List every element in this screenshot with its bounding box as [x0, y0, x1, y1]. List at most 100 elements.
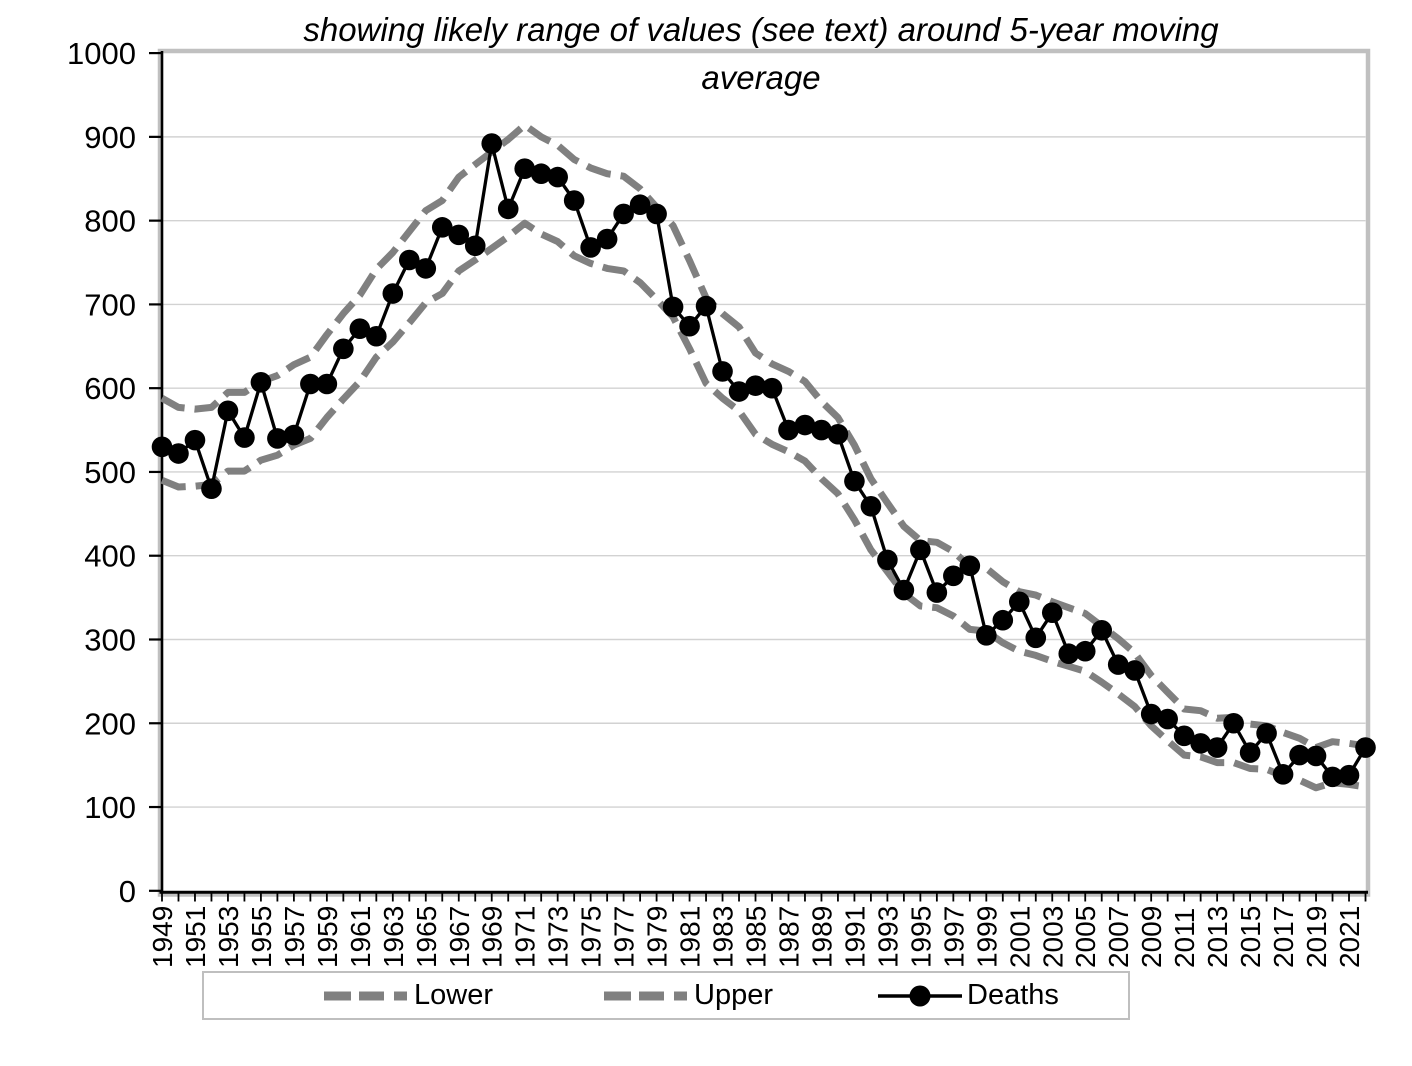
deaths-marker [1124, 660, 1145, 681]
deaths-marker [217, 400, 239, 422]
legend-label-deaths: Deaths [967, 979, 1059, 1011]
x-tick-label: 2003 [1037, 906, 1068, 968]
deaths-marker [613, 203, 634, 225]
deaths-marker [1272, 764, 1294, 785]
deaths-marker [1256, 723, 1277, 744]
deaths-marker [1322, 766, 1343, 788]
x-axis-labels: 1949 1951 1953 1955 1957 1959 1961 1963 1965 1967… [147, 906, 1365, 968]
deaths-marker [1338, 764, 1360, 786]
deaths-marker [283, 424, 305, 446]
deaths-marker [926, 582, 948, 603]
deaths-marker [366, 325, 387, 347]
deaths-marker [976, 625, 997, 646]
deaths-marker [234, 427, 255, 448]
deaths-marker [1289, 744, 1310, 766]
y-tick-label: 200 [84, 706, 136, 741]
deaths-marker [844, 470, 865, 492]
x-tick-label: 2001 [1004, 906, 1035, 968]
deaths-marker [1305, 745, 1327, 767]
deaths-marker [168, 443, 189, 464]
deaths-marker [1223, 712, 1244, 734]
deaths-line-marker-icon [878, 985, 962, 1006]
deaths-marker [184, 429, 206, 451]
y-tick-label: 100 [84, 790, 136, 825]
x-tick-label: 1987 [773, 906, 804, 968]
x-tick-label: 2009 [1136, 906, 1167, 968]
x-tick-label: 1967 [444, 906, 475, 968]
y-tick-label: 0 [119, 874, 136, 909]
legend-item-lower: Lower [321, 973, 493, 1018]
deaths-marker [1239, 742, 1261, 763]
deaths-marker [1173, 725, 1195, 747]
deaths-marker [712, 361, 733, 382]
deaths-marker [596, 228, 618, 250]
y-tick-label: 1000 [67, 36, 136, 71]
y-tick-label: 500 [84, 455, 136, 490]
deaths-marker [992, 609, 1014, 631]
deaths-marker [448, 224, 470, 246]
x-tick-label: 1959 [312, 906, 343, 968]
plot-area-border [157, 48, 1371, 897]
deaths-marker [382, 283, 404, 304]
series-deaths-markers [151, 133, 1376, 788]
deaths-marker [1058, 643, 1080, 665]
deaths-marker [827, 423, 849, 445]
series-lower [160, 219, 1367, 792]
x-tick-label: 2021 [1334, 906, 1365, 968]
deaths-marker [778, 419, 799, 441]
y-tick-label: 400 [84, 539, 136, 574]
deaths-marker [514, 158, 535, 180]
deaths-marker [662, 296, 684, 318]
x-tick-label: 1983 [708, 906, 739, 968]
x-tick-label: 1971 [510, 906, 541, 968]
x-tick-label: 1977 [609, 906, 640, 968]
x-tick-label: 2017 [1268, 906, 1299, 968]
deaths-marker [1355, 737, 1376, 758]
deaths-marker [695, 295, 717, 317]
deaths-marker [1008, 591, 1030, 613]
x-tick-label: 1957 [279, 906, 310, 968]
deaths-marker [761, 377, 783, 399]
deaths-marker [580, 237, 601, 258]
y-tick-label: 300 [84, 622, 136, 657]
x-tick-label: 1993 [872, 906, 903, 968]
deaths-marker [1025, 627, 1047, 649]
x-tick-label: 1985 [741, 906, 772, 968]
deaths-marker [333, 338, 354, 360]
deaths-marker [893, 579, 915, 601]
deaths-marker [300, 373, 321, 395]
legend-label-upper: Upper [694, 979, 773, 1011]
legend-label-lower: Lower [414, 979, 493, 1011]
deaths-marker [646, 203, 667, 225]
x-tick-label: 2015 [1235, 906, 1266, 968]
x-tick-label: 1997 [938, 906, 969, 968]
x-tick-label: 2011 [1169, 908, 1200, 968]
deaths-marker [1041, 602, 1063, 623]
deaths-marker [151, 436, 173, 458]
deaths-marker [431, 217, 453, 238]
deaths-marker [1140, 703, 1162, 725]
series-deaths-line [161, 141, 1367, 779]
x-tick-label: 1981 [675, 906, 706, 968]
deaths-marker [267, 428, 288, 449]
deaths-marker [1091, 619, 1113, 641]
deaths-marker [811, 419, 832, 441]
deaths-marker [349, 318, 371, 340]
deaths-marker [679, 315, 700, 337]
deaths-marker [530, 163, 552, 185]
x-tick-label: 1975 [576, 906, 607, 968]
deaths-marker [1107, 654, 1129, 675]
y-axis-labels: 0 100 200 300 400 500 600 700 800 900 1000 [67, 36, 136, 909]
lower-dash-icon [324, 991, 409, 1000]
deaths-marker [745, 375, 766, 396]
upper-dash-icon [604, 991, 689, 1000]
x-tick-label: 1995 [905, 906, 936, 968]
legend-item-upper: Upper [601, 973, 773, 1018]
x-tick-label: 1999 [971, 906, 1002, 968]
x-tick-label: 1969 [477, 906, 508, 968]
x-tick-label: 1953 [213, 906, 244, 968]
x-tick-label: 1989 [806, 906, 837, 968]
deaths-marker [629, 194, 651, 216]
